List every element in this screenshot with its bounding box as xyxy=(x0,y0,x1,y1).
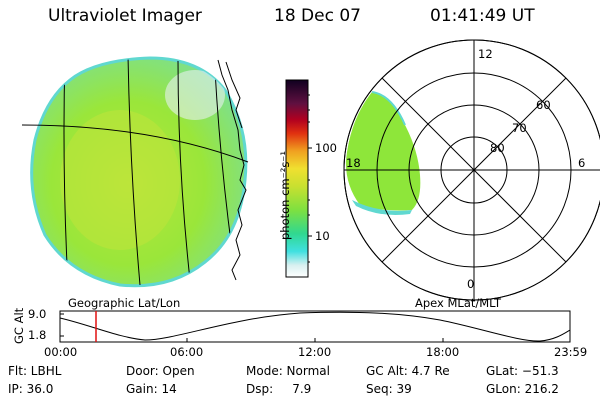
date-label: 18 Dec 07 xyxy=(274,6,361,26)
altitude-ytick-low: 1.8 xyxy=(28,328,47,342)
colorbar-tick-10: 10 xyxy=(315,229,330,243)
info-seq: Seq: 39 xyxy=(366,382,412,396)
right-panel-caption: Apex MLat/MLT xyxy=(415,296,502,310)
mlt-label-18: 18 xyxy=(346,156,361,170)
polar-plot xyxy=(343,39,600,301)
info-glat: GLat: −51.3 xyxy=(486,364,559,378)
mlat-label-80: 80 xyxy=(490,141,505,155)
altitude-xtick-3: 18:00 xyxy=(426,345,460,359)
instrument-title: Ultraviolet Imager xyxy=(48,6,202,26)
info-glon: GLon: 216.2 xyxy=(486,382,559,396)
colorbar-unit-label: photon cm⁻²s⁻¹ xyxy=(278,151,292,240)
info-dsp: Dsp: 7.9 xyxy=(246,382,312,396)
info-mode: Mode: Normal xyxy=(246,364,330,378)
mlt-label-0: 0 xyxy=(467,277,475,291)
info-gain: Gain: 14 xyxy=(126,382,177,396)
altitude-xtick-1: 06:00 xyxy=(170,345,204,359)
altitude-xtick-0: 00:00 xyxy=(44,345,78,359)
altitude-xtick-2: 12:00 xyxy=(298,345,332,359)
colorbar-tick-100: 100 xyxy=(315,141,337,155)
mlat-label-70: 70 xyxy=(512,121,527,135)
colorbar xyxy=(285,79,312,278)
mlt-label-6: 6 xyxy=(578,156,586,170)
geographic-image xyxy=(21,56,249,288)
altitude-ylabel: GC Alt xyxy=(12,307,26,344)
altitude-xtick-4: 23:59 xyxy=(554,345,588,359)
left-panel-caption: Geographic Lat/Lon xyxy=(68,296,181,310)
info-gcalt: GC Alt: 4.7 Re xyxy=(366,364,450,378)
info-flt: Flt: LBHL xyxy=(8,364,62,378)
mlt-label-12: 12 xyxy=(478,47,493,61)
altitude-ytick-high: 9.0 xyxy=(28,307,47,321)
info-door: Door: Open xyxy=(126,364,195,378)
time-label: 01:41:49 UT xyxy=(430,6,535,26)
mlat-label-60: 60 xyxy=(536,98,551,112)
info-ip: IP: 36.0 xyxy=(8,382,54,396)
altitude-plot xyxy=(59,310,571,343)
